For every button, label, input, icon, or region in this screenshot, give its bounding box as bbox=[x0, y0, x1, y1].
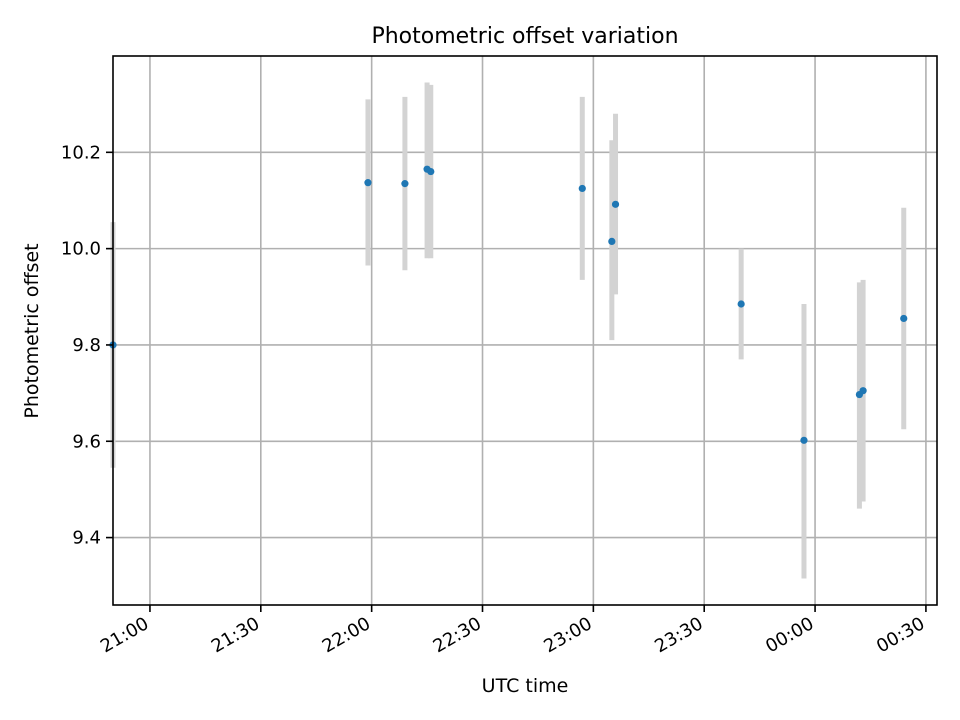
y-tick-label: 9.8 bbox=[72, 335, 101, 356]
data-point bbox=[900, 314, 908, 323]
data-point bbox=[800, 436, 808, 444]
x-tick-label: 23:00 bbox=[540, 613, 595, 657]
errorbar-layer bbox=[110, 82, 907, 579]
y-tick-label: 10.2 bbox=[61, 142, 101, 163]
data-point bbox=[737, 300, 745, 308]
y-axis-ticks: 9.4 9.6 9.8 10.0 10.2 bbox=[61, 142, 113, 549]
data-point bbox=[608, 237, 616, 246]
data-point bbox=[578, 184, 586, 193]
chart-title: Photometric offset variation bbox=[371, 24, 678, 49]
data-point bbox=[401, 180, 409, 188]
x-tick-label: 00:30 bbox=[873, 613, 928, 657]
data-point bbox=[859, 387, 867, 395]
y-tick-label: 9.6 bbox=[72, 431, 101, 452]
y-axis-label: Photometric offset bbox=[21, 243, 43, 418]
x-tick-label: 22:00 bbox=[319, 613, 374, 657]
y-tick-label: 10.0 bbox=[61, 239, 101, 260]
x-tick-label: 22:30 bbox=[430, 613, 485, 657]
x-axis-ticks: 21:00 21:30 22:00 22:30 23:00 23:30 00:00 00:30 bbox=[97, 605, 928, 657]
data-point bbox=[364, 179, 372, 187]
x-tick-label: 23:30 bbox=[651, 613, 706, 657]
x-tick-label: 21:30 bbox=[208, 613, 263, 657]
y-tick-label: 9.4 bbox=[72, 528, 101, 549]
data-point bbox=[611, 200, 620, 208]
x-axis-label: UTC time bbox=[482, 675, 569, 697]
grid-layer bbox=[113, 56, 937, 605]
plot-frame bbox=[112, 55, 938, 606]
data-point bbox=[427, 167, 435, 176]
x-tick-label: 00:00 bbox=[762, 613, 817, 657]
x-tick-label: 21:00 bbox=[97, 613, 152, 657]
points-layer bbox=[109, 165, 908, 444]
